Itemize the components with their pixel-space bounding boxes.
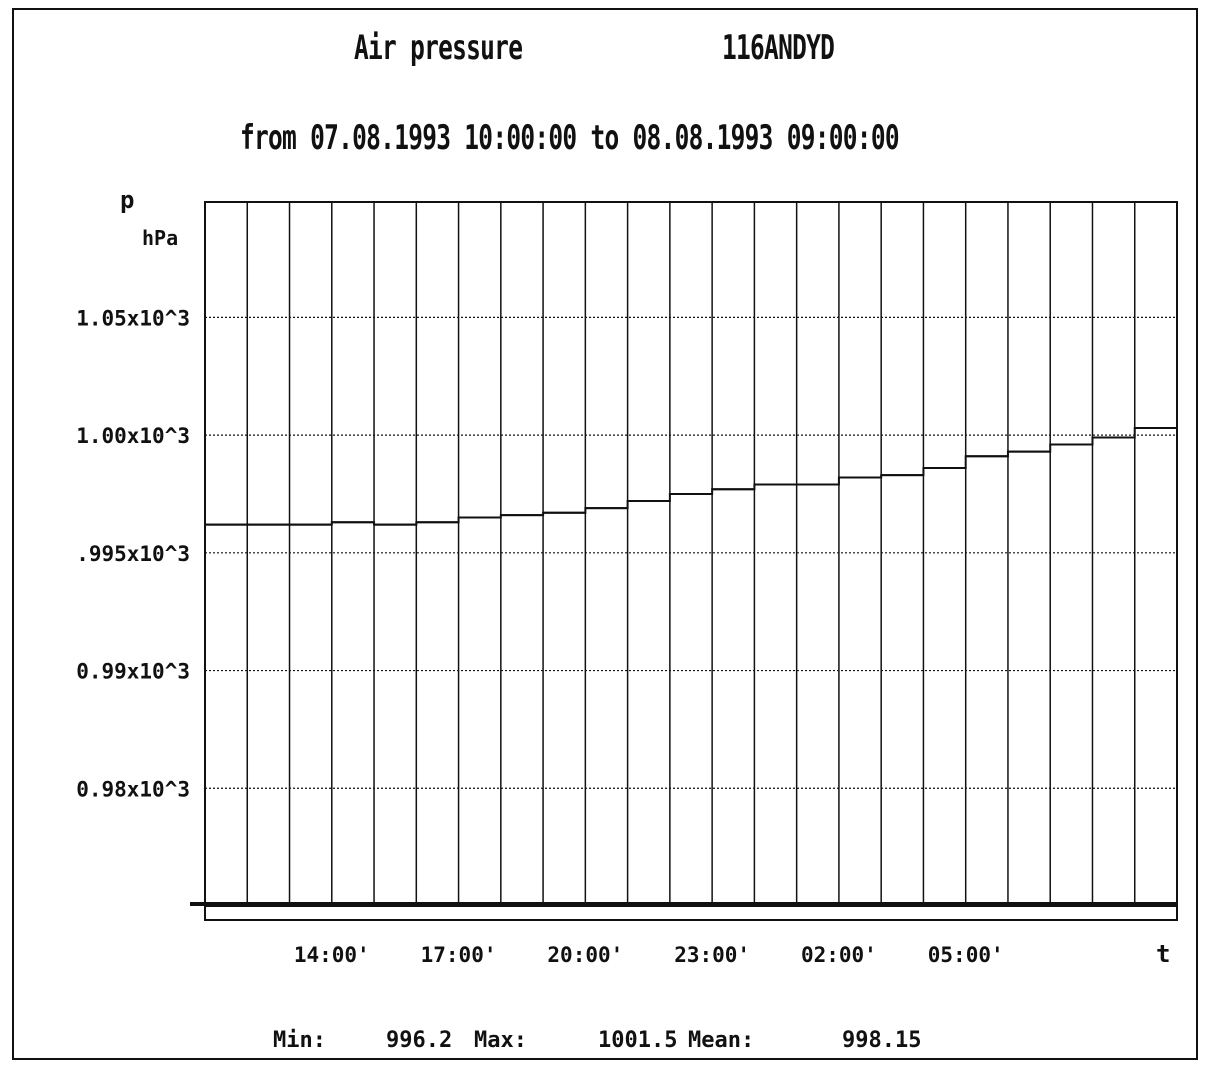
plot-border: [204, 201, 1178, 907]
station-id: 116ANDYD: [722, 28, 835, 68]
title-row: Air pressure 116ANDYD: [0, 28, 1210, 78]
x-axis-band: [204, 905, 1178, 921]
y-tick-label: 1.05x10^3: [76, 306, 190, 330]
x-tick-label: 05:00': [928, 943, 1004, 967]
y-axis-unit: hPa: [142, 226, 179, 250]
stat-min-label: Min:: [273, 1028, 326, 1053]
y-axis-symbol: p: [120, 186, 135, 214]
x-axis-symbol: t: [1156, 940, 1171, 968]
y-tick-label: 1.00x10^3: [76, 424, 190, 448]
stat-mean-label: Mean:: [688, 1028, 755, 1053]
y-tick-label: 0.98x10^3: [76, 777, 190, 801]
chart-title: Air pressure: [354, 28, 523, 68]
y-tick-label: .995x10^3: [76, 542, 190, 566]
series-line: [205, 427, 1177, 526]
stat-mean-value: 998.15: [842, 1028, 922, 1053]
y-tick-label: 0.99x10^3: [76, 660, 190, 684]
stat-min-value: 996.2: [386, 1028, 453, 1053]
chart-subtitle: from 07.08.1993 10:00:00 to 08.08.1993 0…: [240, 118, 900, 158]
x-tick-label: 14:00': [294, 943, 370, 967]
x-tick-label: 02:00': [801, 943, 877, 967]
stat-max-label: Max:: [474, 1028, 527, 1053]
x-tick-label: 17:00': [421, 943, 497, 967]
x-tick-label: 20:00': [547, 943, 623, 967]
stat-max-value: 1001.5: [598, 1028, 678, 1053]
x-tick-label: 23:00': [674, 943, 750, 967]
figure-frame: [12, 8, 1198, 1060]
